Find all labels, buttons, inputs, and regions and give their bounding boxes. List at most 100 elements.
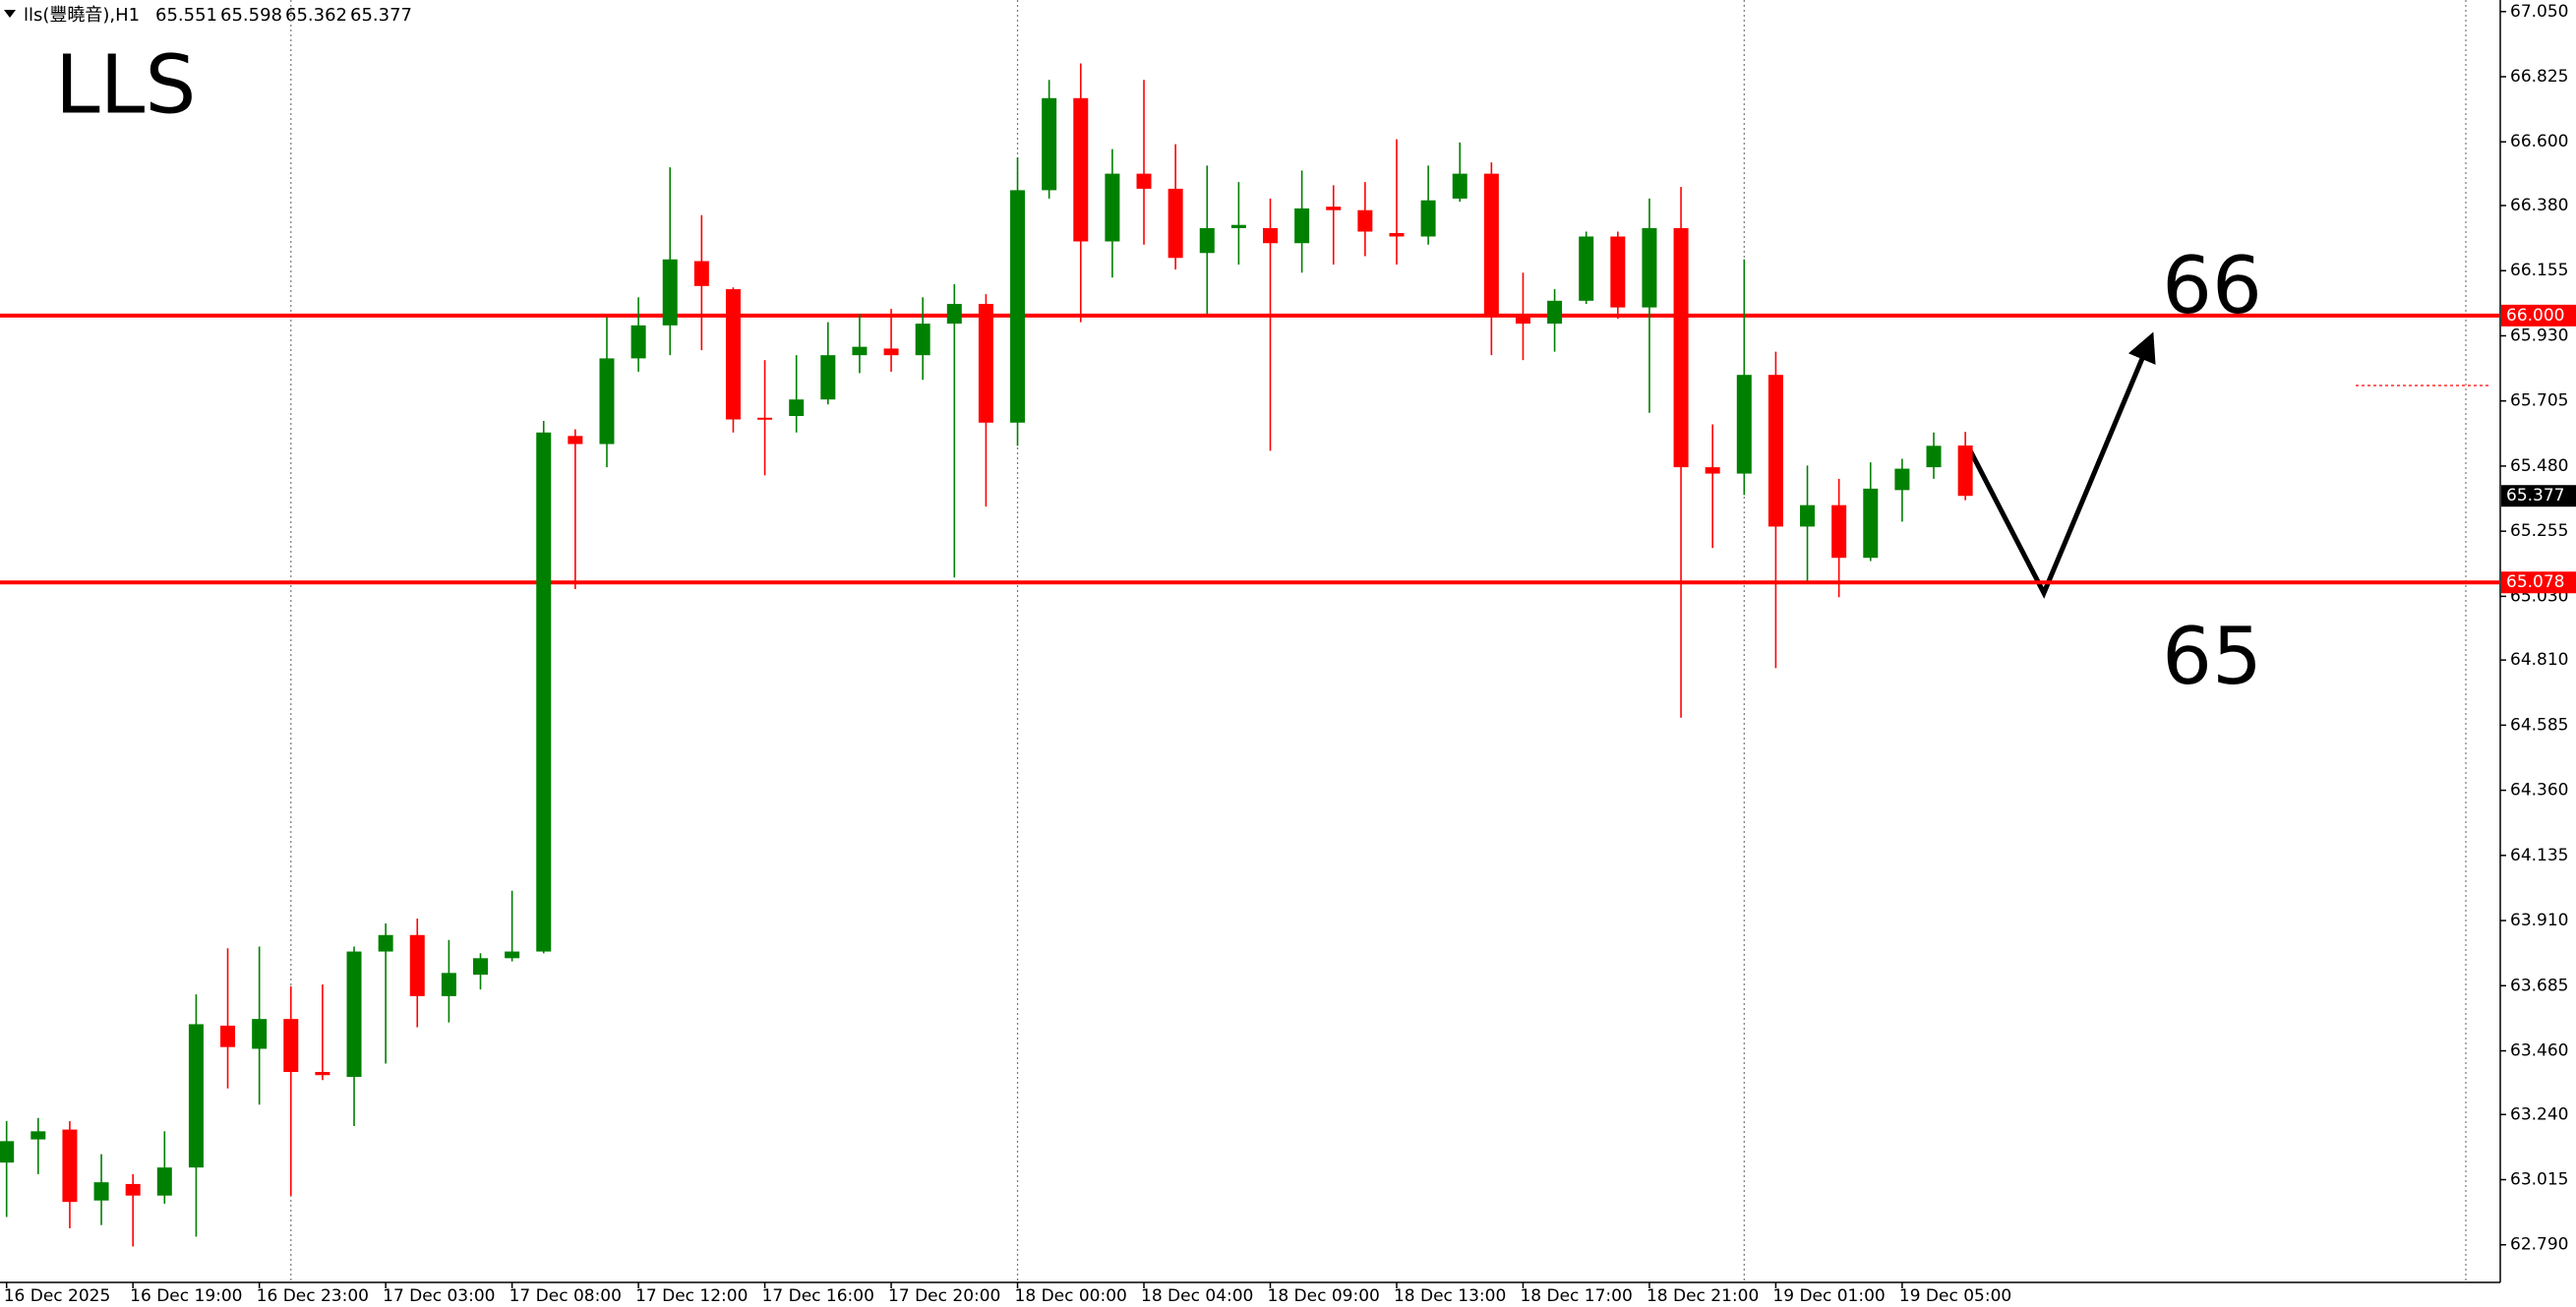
symbol-label: lls(豐曉音),H1 — [24, 5, 140, 26]
y-tick-label: 63.015 — [2510, 1170, 2568, 1190]
candle-body — [630, 325, 646, 359]
candle-body — [346, 951, 362, 1078]
x-tick-label: 18 Dec 04:00 — [1141, 1286, 1253, 1306]
x-tick-label: 17 Dec 12:00 — [635, 1286, 748, 1306]
candle-body — [1831, 505, 1847, 559]
header-open: 65.551 — [155, 5, 217, 26]
candle-body — [978, 304, 993, 423]
candle-body — [1705, 467, 1720, 474]
candle-body — [1294, 208, 1310, 244]
hline-label: 65.078 — [2506, 572, 2564, 592]
candle-body — [1073, 97, 1089, 242]
y-tick-label: 66.155 — [2510, 261, 2568, 280]
x-tick-label: 18 Dec 13:00 — [1394, 1286, 1506, 1306]
last-price-label: 65.377 — [2506, 486, 2564, 505]
candle-body — [1263, 227, 1278, 244]
candle-body — [789, 399, 805, 416]
candle-body — [1199, 227, 1215, 254]
y-tick-label: 63.460 — [2510, 1041, 2568, 1061]
y-tick-label: 64.135 — [2510, 846, 2568, 865]
y-tick-label: 66.600 — [2510, 132, 2568, 151]
candle-body — [1483, 173, 1499, 318]
y-tick-label: 64.810 — [2510, 650, 2568, 670]
candle-body — [473, 958, 488, 976]
candle-body — [156, 1167, 172, 1196]
candle-body — [1515, 317, 1530, 325]
x-tick-label: 16 Dec 23:00 — [257, 1286, 369, 1306]
candle-body — [1957, 446, 1973, 497]
x-tick-label: 19 Dec 05:00 — [1899, 1286, 2011, 1306]
candle-body — [1579, 236, 1594, 301]
candle-body — [1673, 227, 1689, 468]
y-tick-label: 66.380 — [2510, 196, 2568, 215]
candle-body — [62, 1129, 78, 1203]
candle-body — [1926, 446, 1942, 468]
chart-title: LLS — [55, 38, 196, 132]
candle-body — [1547, 300, 1563, 325]
header-low: 65.362 — [285, 5, 347, 26]
y-tick-label: 66.825 — [2510, 67, 2568, 87]
candle-body — [1452, 173, 1468, 199]
x-tick-label: 18 Dec 09:00 — [1268, 1286, 1380, 1306]
header-high: 65.598 — [220, 5, 282, 26]
y-tick-label: 63.910 — [2510, 911, 2568, 930]
candle-body — [315, 1072, 330, 1076]
header-close: 65.377 — [350, 5, 412, 26]
candle-body — [693, 261, 709, 286]
candle-body — [409, 934, 425, 996]
forecast-arrow — [1966, 331, 2156, 599]
x-tick-label: 17 Dec 08:00 — [509, 1286, 622, 1306]
x-tick-label: 17 Dec 16:00 — [762, 1286, 874, 1306]
candle-body — [220, 1025, 236, 1047]
candle-body — [820, 355, 836, 400]
hline-label-box — [2501, 304, 2576, 327]
y-tick-label: 65.480 — [2510, 456, 2568, 476]
candle-body — [188, 1024, 204, 1168]
x-tick-label: 18 Dec 00:00 — [1015, 1286, 1127, 1306]
candle-body — [1357, 209, 1373, 232]
y-tick-label: 63.240 — [2510, 1104, 2568, 1124]
y-tick-label: 65.705 — [2510, 391, 2568, 411]
annotation: 66 — [2162, 240, 2262, 331]
hline-label: 66.000 — [2506, 306, 2564, 326]
candle-body — [252, 1019, 268, 1049]
candle-body — [1389, 232, 1405, 237]
candle-body — [1042, 97, 1057, 191]
hline-label-box — [2501, 571, 2576, 594]
y-tick-label: 62.790 — [2510, 1235, 2568, 1255]
x-tick-label: 18 Dec 17:00 — [1520, 1286, 1632, 1306]
header: lls(豐曉音),H1 65.551 65.598 65.362 65.377 — [4, 5, 412, 26]
y-tick-label: 67.050 — [2510, 2, 2568, 22]
candle-body — [125, 1183, 141, 1196]
x-tick-label: 16 Dec 2025 — [4, 1286, 111, 1306]
candle-body — [1420, 200, 1436, 237]
candle-body — [1136, 173, 1152, 189]
x-tick-label: 17 Dec 20:00 — [888, 1286, 1000, 1306]
candle-body — [568, 436, 583, 445]
candle-body — [1105, 173, 1120, 242]
y-tick-label: 63.685 — [2510, 976, 2568, 995]
candle-body — [1168, 188, 1183, 259]
candle-body — [1230, 224, 1246, 228]
y-tick-label: 65.255 — [2510, 521, 2568, 541]
candle-body — [1326, 207, 1342, 210]
x-tick-label: 16 Dec 19:00 — [130, 1286, 242, 1306]
last-price-box — [2501, 485, 2576, 507]
candle-body — [757, 417, 773, 420]
candle-body — [1863, 488, 1879, 559]
candle-body — [725, 289, 741, 420]
y-tick-label: 64.360 — [2510, 781, 2568, 801]
candle-body — [883, 348, 899, 356]
candle-body — [441, 973, 456, 996]
candle-body — [946, 304, 962, 325]
menu-triangle — [4, 10, 16, 18]
candle-body — [599, 358, 615, 445]
y-tick-label: 64.585 — [2510, 715, 2568, 735]
candle-body — [30, 1131, 46, 1140]
candle-body — [852, 346, 868, 356]
candle-body — [1767, 375, 1783, 527]
candle-body — [915, 324, 930, 356]
candle-body — [0, 1141, 15, 1163]
